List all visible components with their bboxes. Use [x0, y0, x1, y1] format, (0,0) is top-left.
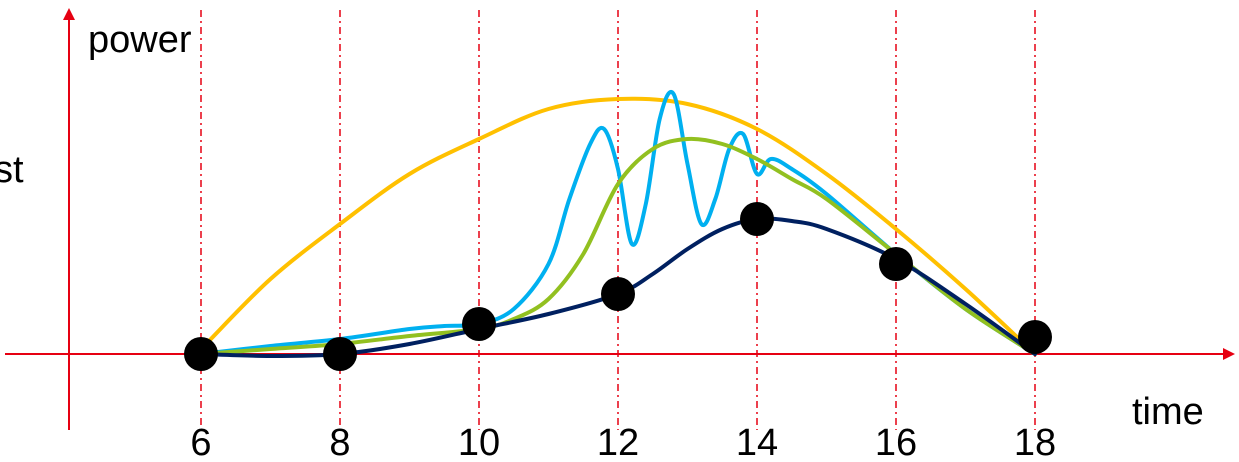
x-tick-label-14: 14 [736, 422, 778, 462]
x-axis-label: time [1132, 391, 1204, 433]
x-tick-labels: 6 8 10 12 14 16 18 [190, 422, 1056, 462]
x-tick-label-6: 6 [190, 422, 211, 462]
grid-lines [200, 10, 1036, 430]
series-line-cyan [199, 90, 1037, 356]
data-point-14 [740, 202, 774, 236]
data-point-18 [1018, 320, 1052, 354]
series-line-navy [199, 216, 1037, 358]
x-tick-label-12: 12 [597, 422, 639, 462]
series-lines [199, 90, 1037, 358]
data-point-12 [601, 277, 635, 311]
y-axis-label: power [88, 19, 192, 61]
data-point-16 [879, 247, 913, 281]
data-point-6 [184, 337, 218, 371]
x-tick-label-10: 10 [458, 422, 500, 462]
series-line-orange [205, 96, 1037, 356]
data-point-8 [323, 337, 357, 371]
axes [5, 8, 1235, 430]
data-point-10 [462, 307, 496, 341]
x-tick-label-8: 8 [329, 422, 350, 462]
x-tick-label-16: 16 [875, 422, 917, 462]
data-points [184, 202, 1052, 371]
x-tick-label-18: 18 [1014, 422, 1056, 462]
series-line-green [199, 136, 1037, 356]
clipped-left-label: st [0, 149, 24, 191]
